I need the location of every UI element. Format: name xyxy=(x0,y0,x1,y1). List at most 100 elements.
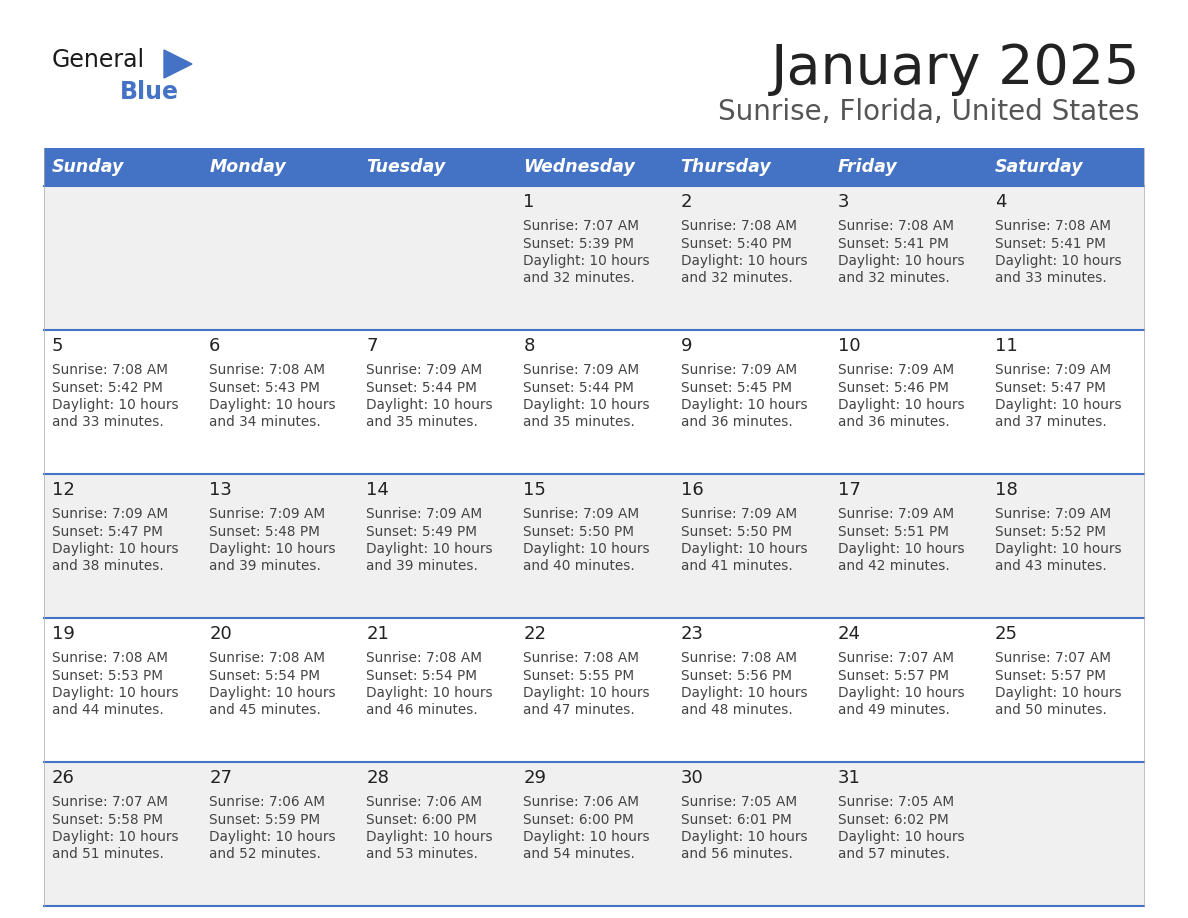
Text: Sunset: 5:58 PM: Sunset: 5:58 PM xyxy=(52,812,163,826)
Text: Sunset: 6:00 PM: Sunset: 6:00 PM xyxy=(366,812,478,826)
Text: and 50 minutes.: and 50 minutes. xyxy=(994,703,1107,718)
Text: and 44 minutes.: and 44 minutes. xyxy=(52,703,164,718)
Text: Sunrise: 7:09 AM: Sunrise: 7:09 AM xyxy=(681,363,797,377)
Text: 30: 30 xyxy=(681,769,703,787)
Text: and 49 minutes.: and 49 minutes. xyxy=(838,703,949,718)
Text: Sunrise: 7:09 AM: Sunrise: 7:09 AM xyxy=(524,363,639,377)
Text: Blue: Blue xyxy=(120,80,179,104)
Text: Sunrise: 7:05 AM: Sunrise: 7:05 AM xyxy=(838,795,954,809)
Text: Sunset: 5:43 PM: Sunset: 5:43 PM xyxy=(209,380,320,395)
Text: 22: 22 xyxy=(524,625,546,643)
Text: Daylight: 10 hours: Daylight: 10 hours xyxy=(366,542,493,556)
Text: Sunset: 5:56 PM: Sunset: 5:56 PM xyxy=(681,668,791,682)
Text: Sunset: 5:57 PM: Sunset: 5:57 PM xyxy=(838,668,949,682)
Text: 26: 26 xyxy=(52,769,75,787)
Text: Sunrise: 7:09 AM: Sunrise: 7:09 AM xyxy=(838,507,954,521)
Text: and 36 minutes.: and 36 minutes. xyxy=(838,416,949,430)
Text: 2: 2 xyxy=(681,193,693,211)
Text: and 32 minutes.: and 32 minutes. xyxy=(838,272,949,285)
Text: Sunset: 5:41 PM: Sunset: 5:41 PM xyxy=(994,237,1106,251)
Text: Sunrise: 7:08 AM: Sunrise: 7:08 AM xyxy=(366,651,482,665)
Text: and 32 minutes.: and 32 minutes. xyxy=(524,272,636,285)
Text: 17: 17 xyxy=(838,481,860,499)
Text: Daylight: 10 hours: Daylight: 10 hours xyxy=(838,686,965,700)
Text: and 53 minutes.: and 53 minutes. xyxy=(366,847,478,861)
Text: and 38 minutes.: and 38 minutes. xyxy=(52,559,164,574)
Text: Daylight: 10 hours: Daylight: 10 hours xyxy=(209,398,336,412)
Bar xyxy=(44,186,1144,330)
Text: and 39 minutes.: and 39 minutes. xyxy=(366,559,478,574)
Text: Daylight: 10 hours: Daylight: 10 hours xyxy=(524,686,650,700)
Text: 29: 29 xyxy=(524,769,546,787)
Text: Sunset: 5:50 PM: Sunset: 5:50 PM xyxy=(681,524,791,539)
Text: 28: 28 xyxy=(366,769,390,787)
Text: Sunrise: 7:09 AM: Sunrise: 7:09 AM xyxy=(681,507,797,521)
Text: Sunset: 5:39 PM: Sunset: 5:39 PM xyxy=(524,237,634,251)
Text: and 40 minutes.: and 40 minutes. xyxy=(524,559,636,574)
Bar xyxy=(201,148,359,186)
Text: Daylight: 10 hours: Daylight: 10 hours xyxy=(994,254,1121,268)
Text: Sunset: 5:54 PM: Sunset: 5:54 PM xyxy=(209,668,320,682)
Text: and 48 minutes.: and 48 minutes. xyxy=(681,703,792,718)
Text: Daylight: 10 hours: Daylight: 10 hours xyxy=(681,686,807,700)
Text: Saturday: Saturday xyxy=(994,158,1083,176)
Text: Sunset: 5:59 PM: Sunset: 5:59 PM xyxy=(209,812,321,826)
Text: Sunrise: 7:09 AM: Sunrise: 7:09 AM xyxy=(524,507,639,521)
Text: Daylight: 10 hours: Daylight: 10 hours xyxy=(366,398,493,412)
Text: Sunrise: 7:07 AM: Sunrise: 7:07 AM xyxy=(838,651,954,665)
Text: Daylight: 10 hours: Daylight: 10 hours xyxy=(994,686,1121,700)
Bar xyxy=(672,148,829,186)
Text: 25: 25 xyxy=(994,625,1018,643)
Text: Daylight: 10 hours: Daylight: 10 hours xyxy=(838,398,965,412)
Text: Daylight: 10 hours: Daylight: 10 hours xyxy=(52,398,178,412)
Text: Daylight: 10 hours: Daylight: 10 hours xyxy=(994,398,1121,412)
Text: 23: 23 xyxy=(681,625,703,643)
Text: 11: 11 xyxy=(994,337,1018,355)
Text: and 52 minutes.: and 52 minutes. xyxy=(209,847,321,861)
Text: 3: 3 xyxy=(838,193,849,211)
Text: Sunrise: 7:07 AM: Sunrise: 7:07 AM xyxy=(52,795,168,809)
Text: Sunrise: 7:09 AM: Sunrise: 7:09 AM xyxy=(366,507,482,521)
Text: Sunrise: 7:08 AM: Sunrise: 7:08 AM xyxy=(52,363,168,377)
Text: and 33 minutes.: and 33 minutes. xyxy=(994,272,1106,285)
Text: Sunrise: 7:07 AM: Sunrise: 7:07 AM xyxy=(524,219,639,233)
Text: Sunrise, Florida, United States: Sunrise, Florida, United States xyxy=(719,98,1140,126)
Text: Sunset: 5:52 PM: Sunset: 5:52 PM xyxy=(994,524,1106,539)
Text: 19: 19 xyxy=(52,625,75,643)
Text: Sunset: 6:00 PM: Sunset: 6:00 PM xyxy=(524,812,634,826)
Text: Sunset: 5:54 PM: Sunset: 5:54 PM xyxy=(366,668,478,682)
Text: Sunset: 5:45 PM: Sunset: 5:45 PM xyxy=(681,380,791,395)
Text: 10: 10 xyxy=(838,337,860,355)
Text: Monday: Monday xyxy=(209,158,286,176)
Text: Daylight: 10 hours: Daylight: 10 hours xyxy=(366,830,493,844)
Text: Sunset: 5:44 PM: Sunset: 5:44 PM xyxy=(366,380,478,395)
Text: Sunrise: 7:08 AM: Sunrise: 7:08 AM xyxy=(52,651,168,665)
Text: and 39 minutes.: and 39 minutes. xyxy=(209,559,321,574)
Text: Daylight: 10 hours: Daylight: 10 hours xyxy=(681,542,807,556)
Text: Friday: Friday xyxy=(838,158,897,176)
Text: Tuesday: Tuesday xyxy=(366,158,446,176)
Text: Sunrise: 7:08 AM: Sunrise: 7:08 AM xyxy=(209,363,326,377)
Text: Sunset: 5:47 PM: Sunset: 5:47 PM xyxy=(994,380,1106,395)
Bar xyxy=(44,330,1144,474)
Text: Sunrise: 7:08 AM: Sunrise: 7:08 AM xyxy=(994,219,1111,233)
Text: Sunrise: 7:07 AM: Sunrise: 7:07 AM xyxy=(994,651,1111,665)
Text: Daylight: 10 hours: Daylight: 10 hours xyxy=(52,686,178,700)
Text: Daylight: 10 hours: Daylight: 10 hours xyxy=(838,830,965,844)
Text: Sunrise: 7:06 AM: Sunrise: 7:06 AM xyxy=(366,795,482,809)
Text: Sunset: 6:02 PM: Sunset: 6:02 PM xyxy=(838,812,948,826)
Text: and 35 minutes.: and 35 minutes. xyxy=(524,416,636,430)
Text: Daylight: 10 hours: Daylight: 10 hours xyxy=(524,398,650,412)
Text: and 56 minutes.: and 56 minutes. xyxy=(681,847,792,861)
Text: and 43 minutes.: and 43 minutes. xyxy=(994,559,1106,574)
Text: Sunset: 5:48 PM: Sunset: 5:48 PM xyxy=(209,524,320,539)
Text: 9: 9 xyxy=(681,337,693,355)
Text: Daylight: 10 hours: Daylight: 10 hours xyxy=(209,542,336,556)
Text: 31: 31 xyxy=(838,769,860,787)
Text: Sunset: 5:49 PM: Sunset: 5:49 PM xyxy=(366,524,478,539)
Text: Daylight: 10 hours: Daylight: 10 hours xyxy=(209,830,336,844)
Text: 8: 8 xyxy=(524,337,535,355)
Bar xyxy=(516,148,672,186)
Text: and 46 minutes.: and 46 minutes. xyxy=(366,703,478,718)
Text: Sunrise: 7:05 AM: Sunrise: 7:05 AM xyxy=(681,795,797,809)
